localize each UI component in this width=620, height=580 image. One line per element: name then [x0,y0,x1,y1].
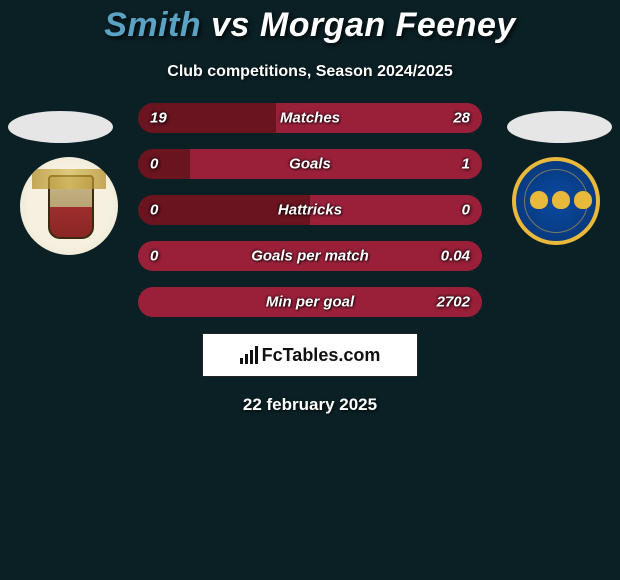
stat-bar-right [276,103,482,133]
player2-name: Morgan Feeney [260,6,516,44]
stat-row: Goals01 [138,149,482,179]
stat-bar-right [138,287,482,317]
player1-avatar-placeholder [8,111,113,143]
player2-club-crest [512,157,600,245]
stat-row: Matches1928 [138,103,482,133]
stat-row: Min per goal2702 [138,287,482,317]
subtitle: Club competitions, Season 2024/2025 [0,63,620,81]
stat-bar-right [310,195,482,225]
page-title: Smith vs Morgan Feeney [0,0,620,45]
date-text: 22 february 2025 [0,395,620,415]
comparison-panel: Matches1928 Goals01 Hattricks00 Goals per m… [0,103,620,415]
stat-bar-left [138,195,310,225]
stat-bar-right [138,241,482,271]
player1-club-crest [20,157,118,255]
player1-name: Smith [104,6,201,44]
player2-avatar-placeholder [507,111,612,143]
stat-bar-left [138,103,276,133]
brand-box: FcTables.com [202,333,418,377]
brand-text: FcTables.com [262,345,381,366]
stat-bar-right [190,149,482,179]
stat-row: Goals per match00.04 [138,241,482,271]
stats-bars: Matches1928 Goals01 Hattricks00 Goals per m… [138,103,482,317]
bar-chart-icon [240,346,258,364]
vs-text: vs [211,6,250,44]
stat-row: Hattricks00 [138,195,482,225]
stat-bar-left [138,149,190,179]
